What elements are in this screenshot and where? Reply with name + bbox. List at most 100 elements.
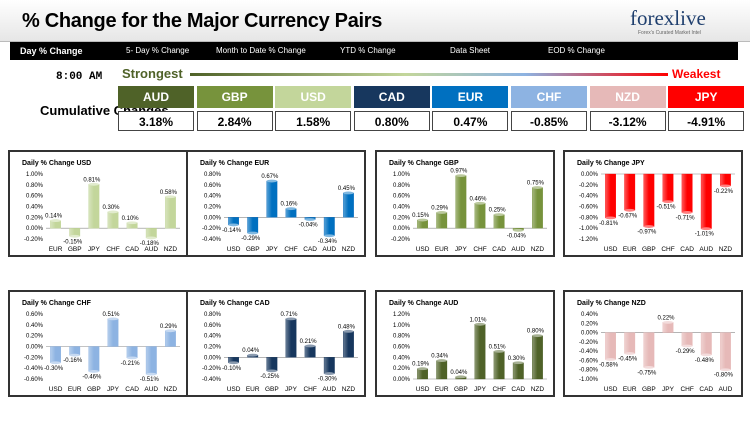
bar-cap	[50, 219, 61, 222]
data-label: 0.04%	[450, 370, 468, 376]
bar	[145, 346, 157, 375]
data-label: -0.10%	[222, 366, 242, 372]
bar-cap	[417, 367, 428, 371]
category-label: USD	[604, 246, 618, 253]
tab-day-change[interactable]: Day % Change	[20, 46, 83, 56]
currency-code: NZD	[589, 86, 666, 108]
bar-cap	[247, 231, 258, 235]
bar-cap	[343, 329, 354, 333]
data-label: -0.46%	[82, 374, 102, 380]
bar-cap	[165, 329, 176, 333]
tab-5-day-change[interactable]: 5- Day % Change	[126, 46, 190, 55]
bar-cap	[532, 334, 543, 338]
chart-aud: Daily % Change AUD 1.20% 1.00% 0.80% 0.60% 0.…	[389, 300, 547, 393]
category-label: CHF	[303, 386, 316, 393]
y-tick-label: 1.00%	[393, 172, 411, 178]
data-label: 0.29%	[160, 324, 178, 330]
category-label: AUD	[144, 386, 158, 393]
currency-code: JPY	[668, 86, 745, 108]
y-tick-label: 0.40%	[581, 312, 599, 318]
category-label: CHF	[680, 386, 693, 393]
data-label: -0.04%	[299, 223, 319, 229]
data-label: 0.80%	[527, 329, 545, 335]
category-label: JPY	[474, 386, 487, 393]
bar	[662, 173, 674, 202]
bar-cap	[436, 211, 447, 214]
chart-panel-nzd: Daily % Change NZD 0.40% 0.20% 0.00% -0.20% -…	[563, 290, 743, 397]
bar	[165, 330, 176, 347]
category-label: CAD	[511, 386, 525, 393]
category-label: NZD	[719, 246, 733, 253]
data-label: -0.30%	[318, 377, 338, 383]
y-tick-label: 0.60%	[393, 345, 411, 351]
chart-chf: Daily % Change CHF 0.60% 0.40% 0.20% 0.00% -0…	[22, 300, 180, 393]
bar-cap	[436, 359, 447, 362]
category-label: EUR	[623, 246, 637, 253]
bar-cap	[107, 317, 119, 321]
page-title: % Change for the Major Currency Pairs	[22, 10, 383, 32]
currency-cumulative-value: 3.18%	[118, 111, 194, 131]
currency-cumulative-value: 1.58%	[275, 111, 352, 131]
data-label: -0.22%	[714, 189, 734, 195]
bar-cap	[146, 236, 157, 240]
data-label: 0.30%	[508, 356, 526, 362]
y-tick-label: 0.00%	[393, 226, 411, 232]
bar-cap	[126, 356, 138, 360]
bar	[88, 346, 100, 372]
y-tick-label: 0.00%	[26, 345, 44, 351]
y-tick-label: 0.00%	[204, 355, 222, 361]
y-tick-label: -0.80%	[579, 215, 599, 221]
category-label: AUD	[322, 386, 336, 393]
bar-cap	[455, 375, 467, 379]
bar-cap	[701, 227, 712, 231]
bar-cap	[343, 191, 354, 195]
forexlive-logo: forexlive Forex's Curated Market Intel	[620, 6, 730, 36]
bar-cap	[324, 234, 335, 238]
category-label: NZD	[342, 246, 356, 253]
chart-panel-usd: Daily % Change USD 1.00% 0.80% 0.60% 0.40% 0.…	[8, 150, 188, 257]
chart-title: Daily % Change CAD	[200, 300, 270, 307]
bar	[88, 184, 100, 229]
bar	[643, 173, 655, 227]
bar	[681, 332, 693, 347]
tab-data-sheet[interactable]: Data Sheet	[450, 46, 491, 55]
category-label: CHF	[473, 246, 486, 253]
bar-cap	[88, 370, 100, 373]
category-label: JPY	[455, 246, 468, 253]
data-label: -0.75%	[637, 370, 657, 376]
bar	[493, 214, 505, 229]
chart-panel-cad: Daily % Change CAD 0.80% 0.60% 0.40% 0.20% 0.…	[186, 290, 366, 397]
bar	[343, 192, 354, 218]
bar-cap	[69, 234, 80, 238]
bar-cap	[720, 368, 731, 372]
category-label: EUR	[435, 246, 449, 253]
tab-eod-change[interactable]: EOD % Change	[548, 46, 605, 55]
chart-cad: Daily % Change CAD 0.80% 0.60% 0.40% 0.20% 0.…	[200, 300, 358, 393]
chart-title: Daily % Change CHF	[22, 300, 92, 307]
bar	[107, 211, 119, 229]
category-label: CHF	[492, 386, 505, 393]
logo-tagline: Forex's Curated Market Intel	[638, 30, 701, 36]
category-label: EUR	[435, 386, 449, 393]
y-tick-label: 0.20%	[581, 321, 599, 327]
bar-cap	[228, 223, 239, 227]
data-label: 0.16%	[280, 202, 298, 208]
data-label: -0.71%	[676, 215, 696, 221]
bar	[605, 173, 616, 219]
data-label: 0.25%	[489, 208, 507, 214]
y-tick-label: 0.20%	[204, 345, 222, 351]
y-tick-label: 0.40%	[393, 355, 411, 361]
y-tick-label: 0.00%	[581, 331, 599, 337]
tab-month-to-date-change[interactable]: Month to Date % Change	[216, 46, 306, 55]
currency-cumulative-value: 0.80%	[353, 111, 430, 131]
bar	[662, 322, 674, 333]
y-tick-label: -0.80%	[579, 368, 599, 374]
data-label: 0.14%	[45, 214, 63, 220]
data-label: 0.30%	[102, 205, 120, 211]
chart-title: Daily % Change NZD	[577, 300, 646, 307]
bar-cap	[417, 218, 428, 222]
tab-ytd-change[interactable]: YTD % Change	[340, 46, 396, 55]
category-label: CHF	[661, 246, 674, 253]
y-tick-label: 1.20%	[393, 312, 411, 318]
strongest-label: Strongest	[122, 66, 183, 81]
